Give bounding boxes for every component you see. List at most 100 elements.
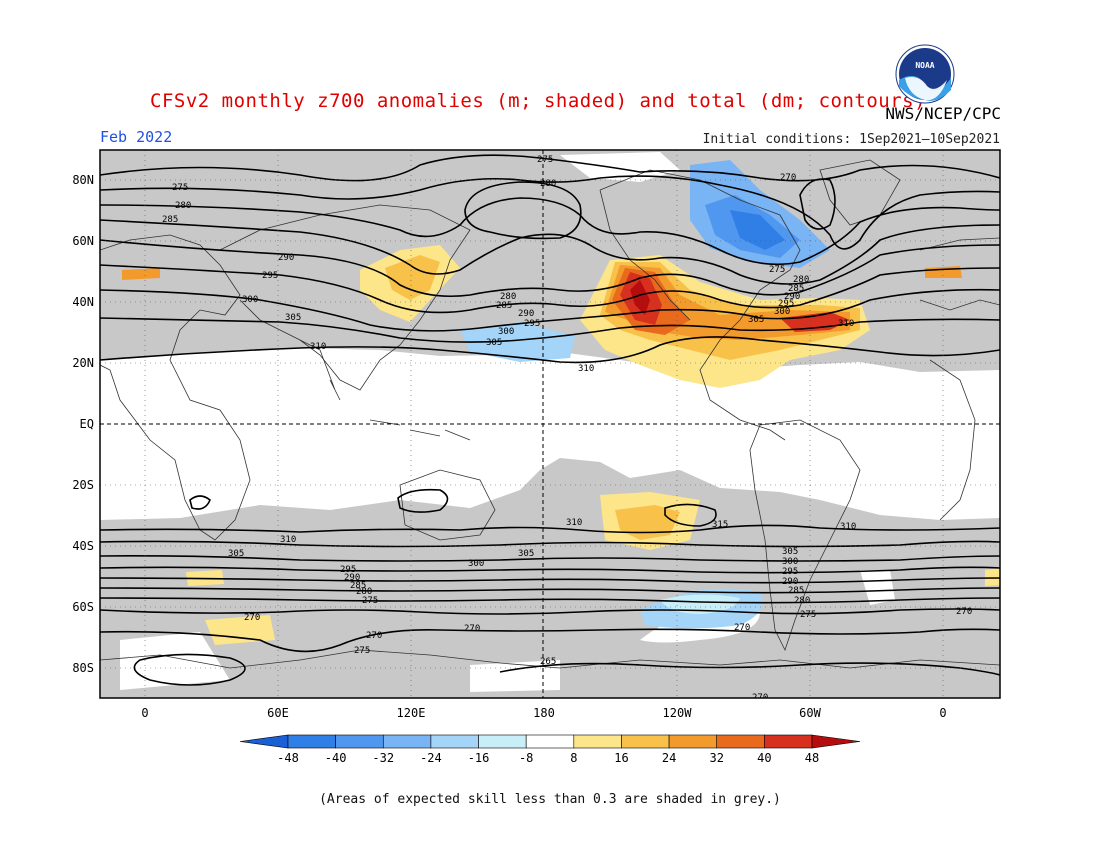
contour-label: 275 — [172, 183, 188, 193]
contour-label: 310 — [566, 518, 582, 528]
contour-label: 285 — [496, 301, 512, 311]
height-contours — [100, 154, 1000, 686]
skill-footnote: (Areas of expected skill less than 0.3 a… — [319, 792, 781, 807]
colorbar-swatch — [668, 734, 718, 749]
contour-label: 285 — [162, 215, 178, 225]
initial-conditions: Initial conditions: 1Sep2021–10Sep2021 — [702, 132, 1000, 147]
noaa-logo-icon: NOAA — [895, 44, 955, 104]
contour-label: 280 — [500, 292, 516, 302]
contour-label: 280 — [793, 275, 809, 285]
colorbar-swatch — [287, 734, 336, 749]
colorbar-swatch — [621, 734, 670, 749]
contour-label: 285 — [788, 284, 804, 294]
colorbar-swatch — [764, 734, 813, 749]
contour-label: 315 — [712, 520, 728, 530]
contour-label: 275 — [537, 155, 553, 165]
contour-label: 305 — [486, 338, 502, 348]
contour-label: 285 — [788, 586, 804, 596]
lon-label: 0 — [939, 706, 946, 720]
colorbar-tick-label: 8 — [570, 751, 577, 765]
lat-label: EQ — [80, 417, 94, 431]
contour-label: 300 — [498, 327, 514, 337]
colorbar-tick-label: 32 — [710, 751, 724, 765]
lat-label: 40S — [72, 539, 94, 553]
map-frame — [99, 149, 1001, 699]
colorbar-tick-label: 40 — [757, 751, 771, 765]
colorbar-swatch — [716, 734, 765, 749]
noaa-logo-text: NOAA — [915, 61, 934, 70]
contour-label: 310 — [310, 342, 326, 352]
colorbar-tick-label: -24 — [420, 751, 442, 765]
lat-label: 20N — [72, 356, 94, 370]
contour-label: 305 — [518, 549, 534, 559]
colorbar-swatch — [335, 734, 384, 749]
contour-label: 310 — [280, 535, 296, 545]
contour-label: 280 — [356, 587, 372, 597]
lat-label: 60N — [72, 234, 94, 248]
colorbar-arrow-low — [239, 734, 289, 749]
contour-label: 295 — [778, 299, 794, 309]
lat-label: 60S — [72, 600, 94, 614]
contour-label: 285 — [350, 581, 366, 591]
contour-label: 270 — [734, 623, 750, 633]
contour-label: 305 — [782, 547, 798, 557]
contour-label: 310 — [578, 364, 594, 374]
colorbar-tick-label: -40 — [325, 751, 347, 765]
colorbar-swatch — [525, 734, 575, 749]
colorbar-swatch — [573, 734, 622, 749]
lon-label: 60W — [799, 706, 821, 720]
contour-label: 295 — [262, 271, 278, 281]
contour-labels: 275 275 280 280 285 290 295 300 305 310 … — [162, 155, 972, 698]
contour-label: 270 — [780, 173, 796, 183]
colorbar-arrow-high — [811, 734, 861, 749]
lon-label: 60E — [267, 706, 289, 720]
contour-label: 295 — [782, 567, 798, 577]
colorbar-tick-label: -48 — [277, 751, 299, 765]
colorbar-tick-label: 16 — [614, 751, 628, 765]
contour-label: 275 — [362, 596, 378, 606]
lon-label: 0 — [141, 706, 148, 720]
colorbar-swatch — [382, 734, 432, 749]
contour-label: 270 — [244, 613, 260, 623]
contour-label: 300 — [468, 559, 484, 569]
forecast-period: Feb 2022 — [100, 128, 173, 146]
colorbar-tick-label: 48 — [805, 751, 819, 765]
contour-label: 275 — [800, 610, 816, 620]
lat-label: 80S — [72, 661, 94, 675]
contour-label: 290 — [278, 253, 294, 263]
lat-label: 40N — [72, 295, 94, 309]
agency-label: NWS/NCEP/CPC — [885, 104, 1001, 123]
contour-label: 305 — [748, 315, 764, 325]
lat-label: 80N — [72, 173, 94, 187]
contour-label: 265 — [540, 657, 556, 667]
lat-label: 20S — [72, 478, 94, 492]
contour-label: 310 — [840, 522, 856, 532]
contour-label: 290 — [518, 309, 534, 319]
coastlines — [100, 159, 1000, 669]
lon-label: 120W — [663, 706, 693, 720]
contour-label: 270 — [366, 631, 382, 641]
colorbar-swatch — [430, 734, 479, 749]
contour-label: 275 — [769, 265, 785, 275]
contour-label: 300 — [774, 307, 790, 317]
contour-label: 280 — [794, 596, 810, 606]
contour-label: 280 — [175, 201, 191, 211]
colorbar-tick-label: -32 — [372, 751, 394, 765]
contour-label: 295 — [524, 319, 540, 329]
lon-label: 120E — [397, 706, 426, 720]
contour-label: 270 — [956, 607, 972, 617]
contour-label: 290 — [784, 292, 800, 302]
lon-label: 180 — [533, 706, 555, 720]
contour-label: 295 — [340, 565, 356, 575]
chart-title: CFSv2 monthly z700 anomalies (m; shaded)… — [150, 90, 927, 112]
contour-label: 305 — [285, 313, 301, 323]
positive-anomalies — [122, 245, 1000, 645]
colorbar: -48 -40 -32 -24 -16 -8 8 16 24 32 40 48 — [239, 734, 861, 765]
colorbar-tick-label: -16 — [468, 751, 490, 765]
contour-label: 275 — [354, 646, 370, 656]
colorbar-swatch — [478, 734, 527, 749]
contour-label: 310 — [838, 319, 854, 329]
contour-label: 290 — [344, 573, 360, 583]
longitude-labels: 0 60E 120E 180 120W 60W 0 — [141, 706, 946, 720]
